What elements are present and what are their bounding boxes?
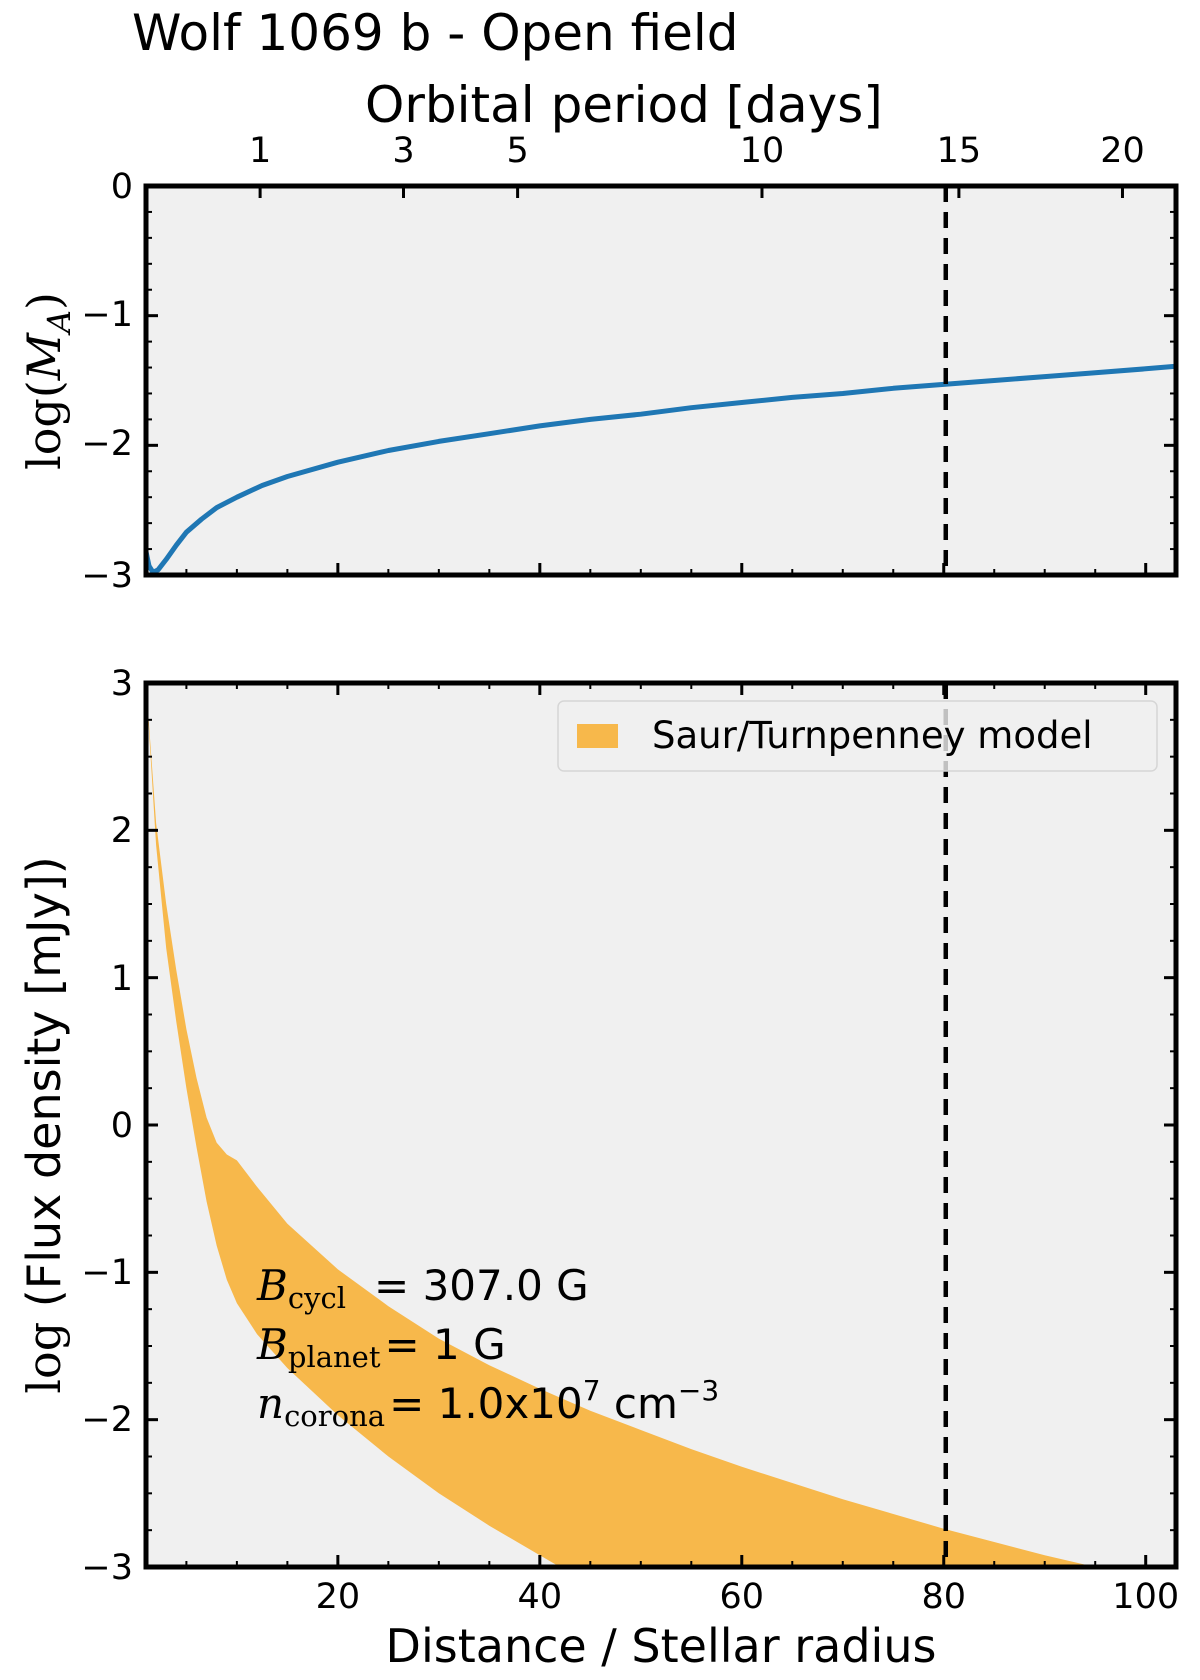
top-axis-label: Orbital period [days]	[365, 76, 883, 134]
legend: Saur/Turnpenney model	[557, 700, 1158, 772]
annotation-n-corona: ncorona= 1.0x107 cm−3	[257, 1374, 719, 1433]
bottom-xtick-label: 100	[1112, 1577, 1179, 1617]
top-ytick-label: −3	[81, 556, 133, 596]
bottom-ytick-label: 1	[111, 959, 133, 999]
top-period-tick-label: 3	[392, 131, 414, 171]
legend-box	[557, 700, 1158, 772]
bottom-xtick-label: 80	[921, 1577, 966, 1617]
annotation-b-cycl: Bcycl = 307.0 G	[256, 1261, 589, 1315]
top-panel-frame	[143, 183, 1179, 578]
bottom-panel-background	[146, 683, 1176, 1567]
top-period-tick-label: 20	[1100, 131, 1145, 171]
figure-title: Wolf 1069 b - Open field	[132, 4, 739, 62]
top-ytick-label: 0	[111, 167, 133, 207]
top-period-tick-label: 15	[937, 131, 982, 171]
annotation-b-planet: Bplanet= 1 G	[256, 1320, 506, 1374]
bottom-ytick-label: 0	[111, 1106, 133, 1146]
bottom-xtick-label: 20	[316, 1577, 361, 1617]
top-period-tick-label: 10	[740, 131, 785, 171]
bottom-ytick-label: 2	[111, 811, 133, 851]
bottom-ytick-label: −3	[81, 1548, 133, 1588]
bottom-ytick-label: 3	[111, 664, 133, 704]
bottom-xtick-labels: 20 40 60 80 100	[316, 1577, 1180, 1617]
top-period-labels: 1 3 5 10 15 20	[249, 131, 1145, 171]
bottom-panel-frame	[143, 680, 1179, 1570]
bottom-ytick-label: −2	[81, 1400, 133, 1440]
bottom-series-band	[146, 683, 1176, 1567]
top-ylabel: log(MA)	[17, 292, 78, 470]
bottom-ylabel: log (Flux density [mJy])	[17, 856, 71, 1393]
top-series-line	[143, 363, 1179, 575]
top-period-tick-label: 1	[249, 131, 271, 171]
legend-swatch	[577, 724, 618, 748]
bottom-xtick-label: 40	[518, 1577, 563, 1617]
top-ytick-label: −2	[81, 424, 133, 464]
bottom-xlabel: Distance / Stellar radius	[386, 1619, 937, 1673]
annotations: Bcycl = 307.0 G Bplanet= 1 G ncorona= 1.0…	[256, 1261, 719, 1433]
bottom-panel: Saur/Turnpenney model Bcycl = 307.0 G Bpl…	[17, 664, 1179, 1673]
bottom-xtick-label: 60	[720, 1577, 765, 1617]
top-period-tick-label: 5	[506, 131, 528, 171]
bottom-ytick-label: −1	[81, 1253, 133, 1293]
top-panel: 0 −1 −2 −3 1 3 5 10 15 20 log(MA)	[17, 131, 1179, 596]
top-ytick-label: −1	[81, 295, 133, 335]
legend-label: Saur/Turnpenney model	[652, 714, 1093, 757]
